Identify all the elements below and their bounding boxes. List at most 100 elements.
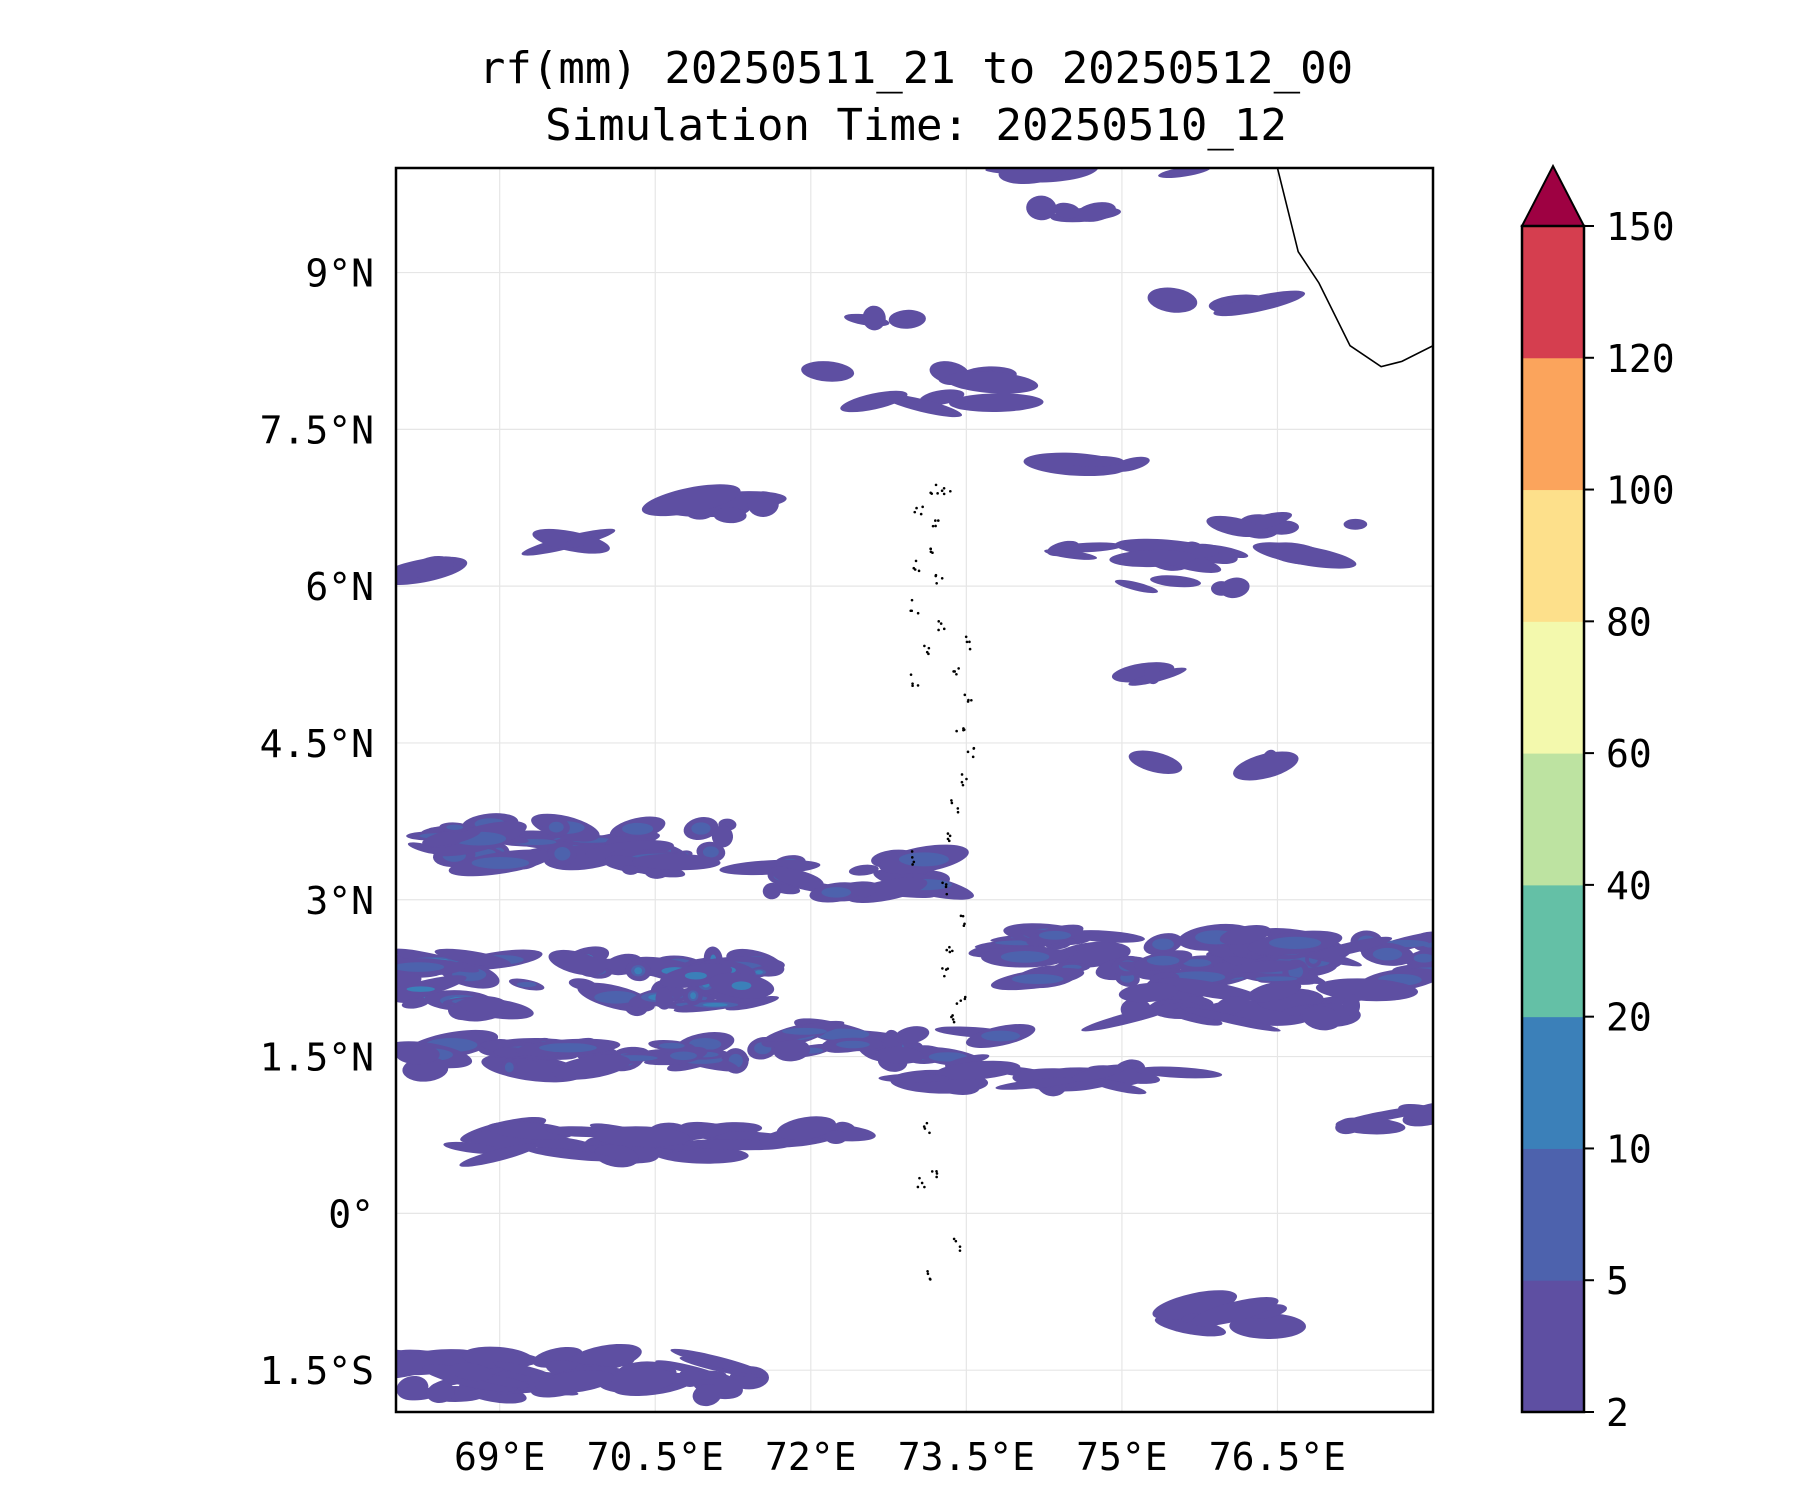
rain-cell — [1147, 287, 1198, 313]
island-dot — [923, 1127, 927, 1130]
rain-cell — [772, 868, 824, 889]
island-dot — [916, 1185, 920, 1189]
rain-cell — [621, 865, 639, 875]
island-dot — [959, 914, 963, 918]
island-dot — [910, 856, 914, 859]
island-dot — [912, 860, 916, 864]
rain-cell — [944, 371, 1039, 394]
rain-cell-moderate — [1268, 936, 1322, 950]
rain-cell — [655, 987, 673, 1010]
island-dot — [929, 491, 932, 495]
rain-cell — [598, 1367, 677, 1394]
rain-cell — [1120, 998, 1152, 1021]
island-dot — [944, 968, 948, 971]
island-dot — [935, 1172, 939, 1175]
island-dot — [913, 510, 917, 514]
rain-cell-heavy — [755, 970, 763, 975]
island-dot — [909, 673, 913, 676]
island-dot — [917, 569, 921, 573]
rain-cell — [461, 1346, 535, 1370]
rain-cell-heavy — [690, 992, 697, 1000]
colorbar-segment — [1522, 884, 1584, 1018]
rain-cell-heavy — [634, 967, 643, 975]
rain-cell — [894, 1026, 930, 1044]
island-dot — [961, 783, 965, 787]
lat-tick-label: 4.5°N — [260, 722, 374, 766]
rain-cell — [692, 1384, 722, 1407]
island-dot — [944, 885, 948, 889]
island-dot — [910, 850, 914, 853]
island-dot — [964, 635, 968, 639]
island-dot — [950, 1015, 953, 1019]
island-dot — [931, 524, 935, 528]
rain-cell — [949, 393, 1044, 412]
rain-cell — [1398, 1104, 1433, 1127]
island-dot — [963, 693, 967, 697]
rain-cell — [1310, 936, 1393, 959]
island-dot — [950, 801, 954, 805]
rain-cell-moderate — [396, 962, 445, 972]
map-subtitle: Simulation Time: 20250510_12 — [545, 100, 1287, 151]
island-dot — [962, 728, 965, 732]
rain-cell — [862, 305, 886, 331]
rain-cell-moderate — [516, 981, 537, 988]
rain-cell — [1213, 290, 1306, 317]
rain-cell — [1144, 665, 1161, 685]
rain-cell — [443, 1141, 502, 1155]
colorbar-segment — [1522, 1148, 1584, 1281]
colorbar-segment — [1522, 753, 1584, 886]
rain-cell — [396, 1044, 440, 1065]
island-dot — [935, 581, 938, 585]
rain-cell — [632, 853, 721, 871]
island-dot — [927, 646, 931, 650]
island-dot — [948, 945, 951, 949]
rain-cell — [548, 949, 606, 976]
rain-cell — [1229, 1313, 1306, 1340]
island-dot — [934, 524, 937, 528]
rain-cell-moderate — [821, 887, 852, 898]
rain-cell — [747, 491, 779, 517]
colorbar-segment — [1522, 1280, 1584, 1413]
rain-cell — [762, 882, 781, 900]
rain-cell — [1233, 960, 1304, 973]
rain-cell-moderate — [1011, 973, 1064, 985]
island-dot — [951, 949, 954, 953]
island-dot — [911, 684, 914, 688]
colorbar-tick-label: 80 — [1606, 600, 1652, 644]
lon-tick-label: 72°E — [765, 1435, 857, 1479]
island-dot — [970, 698, 973, 702]
maldives-islands — [909, 483, 976, 1281]
island-dot — [937, 620, 941, 623]
rain-cell-moderate — [554, 847, 571, 861]
rain-cell-moderate — [471, 856, 530, 869]
island-dot — [966, 750, 970, 754]
lat-tick-label: 0° — [328, 1192, 374, 1236]
rain-cell — [711, 825, 734, 848]
rain-cell-moderate — [691, 822, 711, 835]
rain-cell — [434, 948, 511, 967]
island-dot — [918, 1176, 921, 1180]
rain-cell-moderate — [670, 1051, 697, 1061]
map-panel: 9°N 7.5°N 6°N 4.5°N 3°N 1.5°N 0° 1.5°S 69°E 70.5… — [260, 166, 1435, 1479]
island-dot — [945, 892, 949, 896]
rain-cell — [562, 537, 594, 548]
rain-cell-moderate — [1000, 951, 1050, 963]
island-dot — [939, 622, 943, 625]
colorbar-tick-label: 10 — [1606, 1127, 1652, 1171]
colorbar-tick-label: 150 — [1606, 205, 1675, 249]
island-dot — [923, 1185, 926, 1189]
rain-cell-moderate — [702, 846, 719, 858]
rain-cell — [1180, 1006, 1281, 1032]
rain-cell-heavy — [684, 971, 707, 980]
rain-cell — [552, 1054, 631, 1080]
rain-cell-moderate — [981, 1030, 1021, 1042]
rain-cell — [1152, 1290, 1238, 1320]
rain-cell — [1233, 751, 1299, 781]
rain-cell — [493, 1361, 555, 1379]
colorbar-segment — [1522, 621, 1584, 754]
colorbar-tick-label: 60 — [1606, 732, 1652, 776]
island-dot — [971, 755, 975, 759]
lat-tick-label: 1.5°N — [260, 1036, 374, 1080]
island-dot — [911, 863, 914, 866]
